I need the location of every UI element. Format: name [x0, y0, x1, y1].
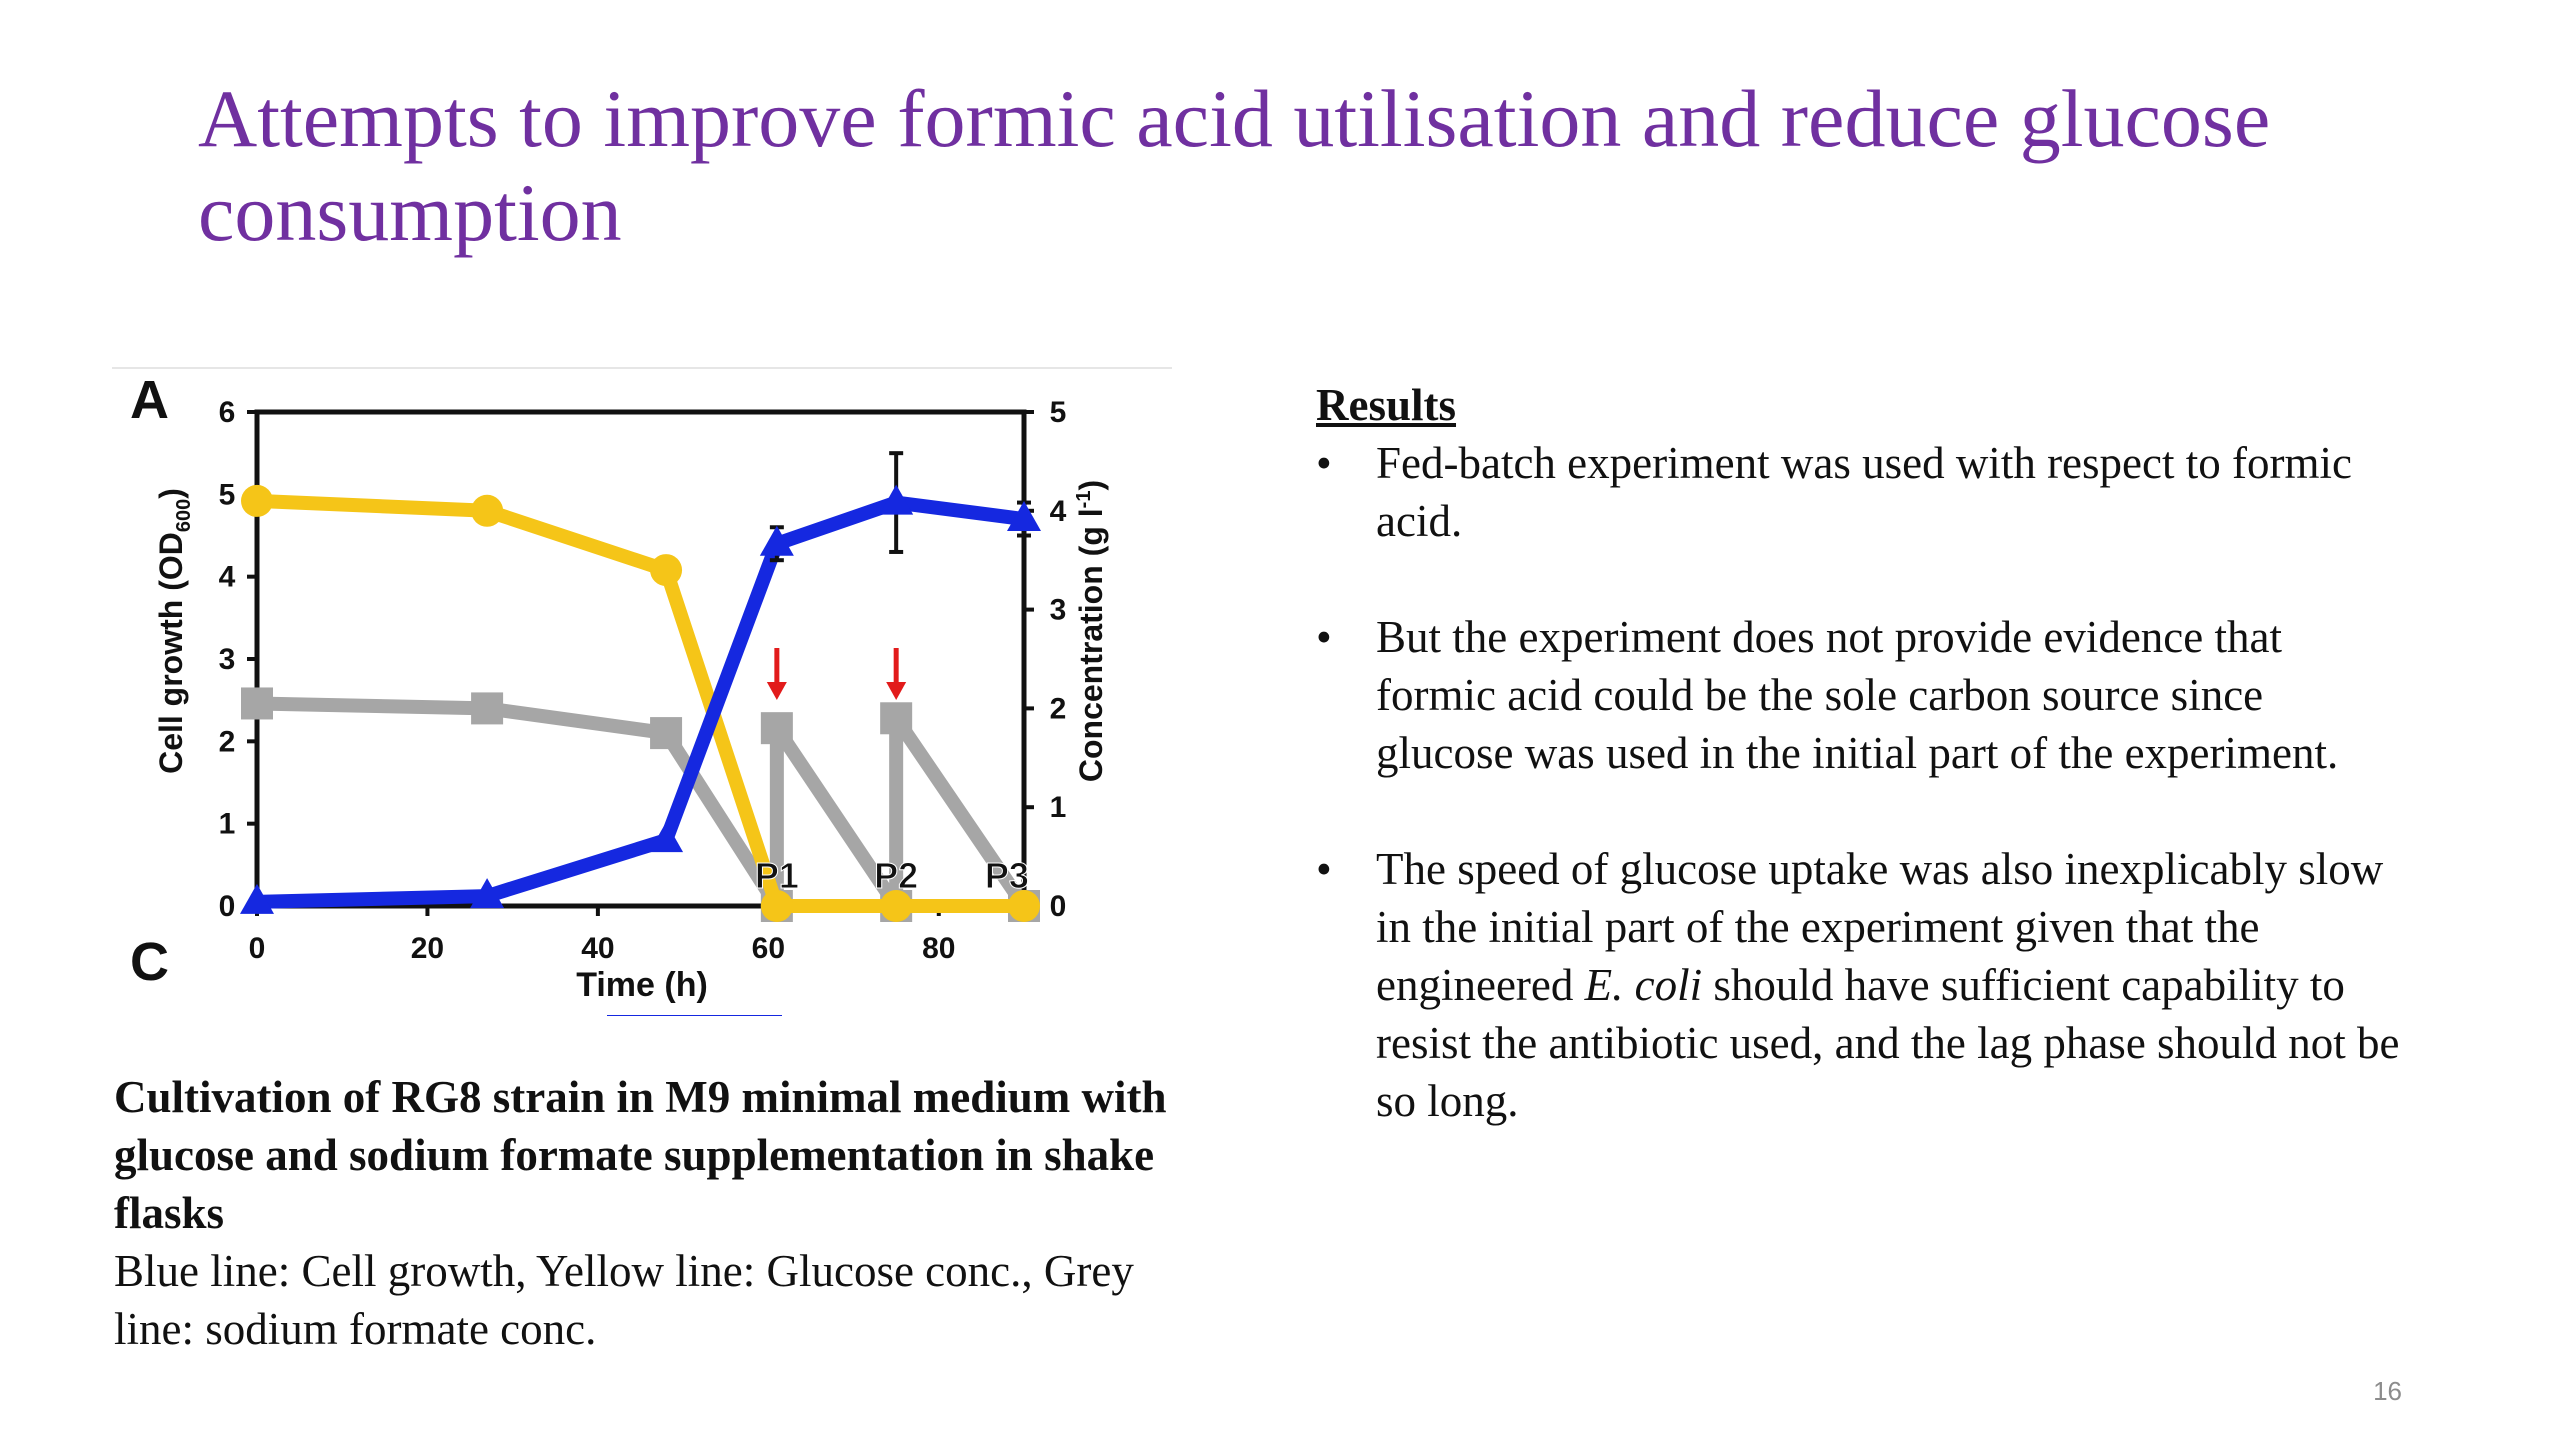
results-panel: Results • Fed-batch experiment was used … [1316, 376, 2406, 1188]
x-tick-label: 60 [752, 932, 785, 965]
y-left-tick-label: 5 [219, 478, 236, 511]
results-bullet-3-after: should have sufficient capability to res… [1376, 960, 2400, 1126]
y-axis-right-label-main: Concentration (g l [1073, 508, 1109, 782]
series-line-grey [256, 696, 1030, 913]
y-left-tick-label: 6 [219, 396, 236, 429]
data-point-blue [879, 484, 914, 515]
x-axis-label: Time (h) [576, 966, 708, 1004]
y-right-tick-label: 3 [1050, 594, 1067, 627]
y-right-tick-label: 4 [1050, 495, 1067, 528]
results-heading: Results [1316, 380, 1457, 430]
growth-chart-figure: A C 0 20 40 60 80 0 1 2 3 4 5 6 0 1 2 3 4 5 P1 P2 P3 Time (… [112, 366, 1172, 1016]
data-point-blue [470, 878, 505, 909]
bullet-dot: • [1316, 844, 1332, 894]
pulse-label: P3 [985, 855, 1029, 896]
x-tick-label: 40 [581, 932, 614, 965]
bullet-dot: • [1316, 612, 1332, 662]
data-point-yellow [1008, 890, 1040, 922]
data-point-grey [650, 717, 683, 750]
y-right-tick-label: 1 [1050, 791, 1067, 824]
y-axis-left-label-sub: 600 [173, 499, 195, 532]
series-line-yellow [256, 493, 1024, 913]
annotation-layer: P1 P2 P3 [754, 648, 1029, 897]
plot-frame [254, 409, 1027, 909]
data-point-yellow [650, 554, 683, 587]
data-point-yellow [880, 890, 913, 922]
panel-label-a: A [130, 370, 169, 430]
results-bullet-3-text: The speed of glucose uptake was also ine… [1376, 844, 2400, 1126]
x-tick-label: 0 [249, 932, 266, 965]
figure-caption: Cultivation of RG8 strain in M9 minimal … [114, 1068, 1194, 1358]
y-axis-right-label: Concentration (g l-1) [1073, 480, 1109, 782]
data-point-grey [241, 687, 273, 720]
y-right-tick-label: 0 [1050, 890, 1067, 923]
feed-arrow-head [886, 682, 907, 700]
y-axis-right-label-sup: -1 [1073, 491, 1095, 509]
data-point-yellow [241, 484, 273, 517]
y-axis-left-label: Cell growth (OD600) [153, 488, 195, 774]
results-bullet-2: • But the experiment does not provide ev… [1316, 608, 2406, 782]
data-point-grey [471, 692, 504, 725]
data-point-yellow [760, 890, 793, 922]
y-left-tick-label: 1 [219, 808, 236, 841]
results-bullet-1: • Fed-batch experiment was used with res… [1316, 434, 2406, 550]
panel-label-c: C [130, 932, 169, 992]
series-layer [240, 451, 1041, 922]
y-left-tick-label: 2 [219, 725, 236, 758]
data-point-blue [649, 822, 684, 853]
caption-title: Cultivation of RG8 strain in M9 minimal … [114, 1072, 1167, 1238]
data-point-grey [880, 702, 913, 735]
pulse-label: P2 [874, 855, 918, 896]
data-point-blue [759, 525, 794, 556]
y-left-tick-label: 3 [219, 643, 236, 676]
y-left-tick-label: 0 [219, 890, 236, 923]
results-bullet-3-before: The speed of glucose uptake was also ine… [1376, 844, 2384, 1010]
x-tick-label: 20 [411, 932, 444, 965]
y-axis-left-label-main: Cell growth (OD [153, 532, 189, 774]
series-line-blue [256, 495, 1025, 909]
pulse-label: P1 [755, 855, 799, 896]
data-point-grey [760, 712, 793, 745]
feed-arrow-head [766, 682, 787, 700]
y-right-tick-label: 2 [1050, 692, 1067, 725]
results-bullet-3: • The speed of glucose uptake was also i… [1316, 840, 2406, 1130]
y-axis-left-label-close: ) [153, 488, 189, 499]
bullet-dot: • [1316, 438, 1332, 488]
x-tick-label: 80 [922, 932, 955, 965]
slide-number: 16 [2373, 1376, 2402, 1406]
results-bullet-1-text: Fed-batch experiment was used with respe… [1376, 438, 2352, 546]
results-bullet-3-italic: E. coli [1584, 960, 1703, 1010]
results-bullet-2-text: But the experiment does not provide evid… [1376, 612, 2339, 778]
y-axis-right-label-close: ) [1073, 480, 1109, 491]
slide-title: Attempts to improve formic acid utilisat… [198, 73, 2271, 258]
y-left-tick-label: 4 [219, 561, 236, 594]
data-point-blue [1007, 501, 1041, 532]
caption-legend: Blue line: Cell growth, Yellow line: Glu… [114, 1246, 1134, 1354]
data-point-blue [240, 883, 274, 914]
y-right-tick-label: 5 [1050, 396, 1067, 429]
data-point-yellow [471, 494, 504, 527]
